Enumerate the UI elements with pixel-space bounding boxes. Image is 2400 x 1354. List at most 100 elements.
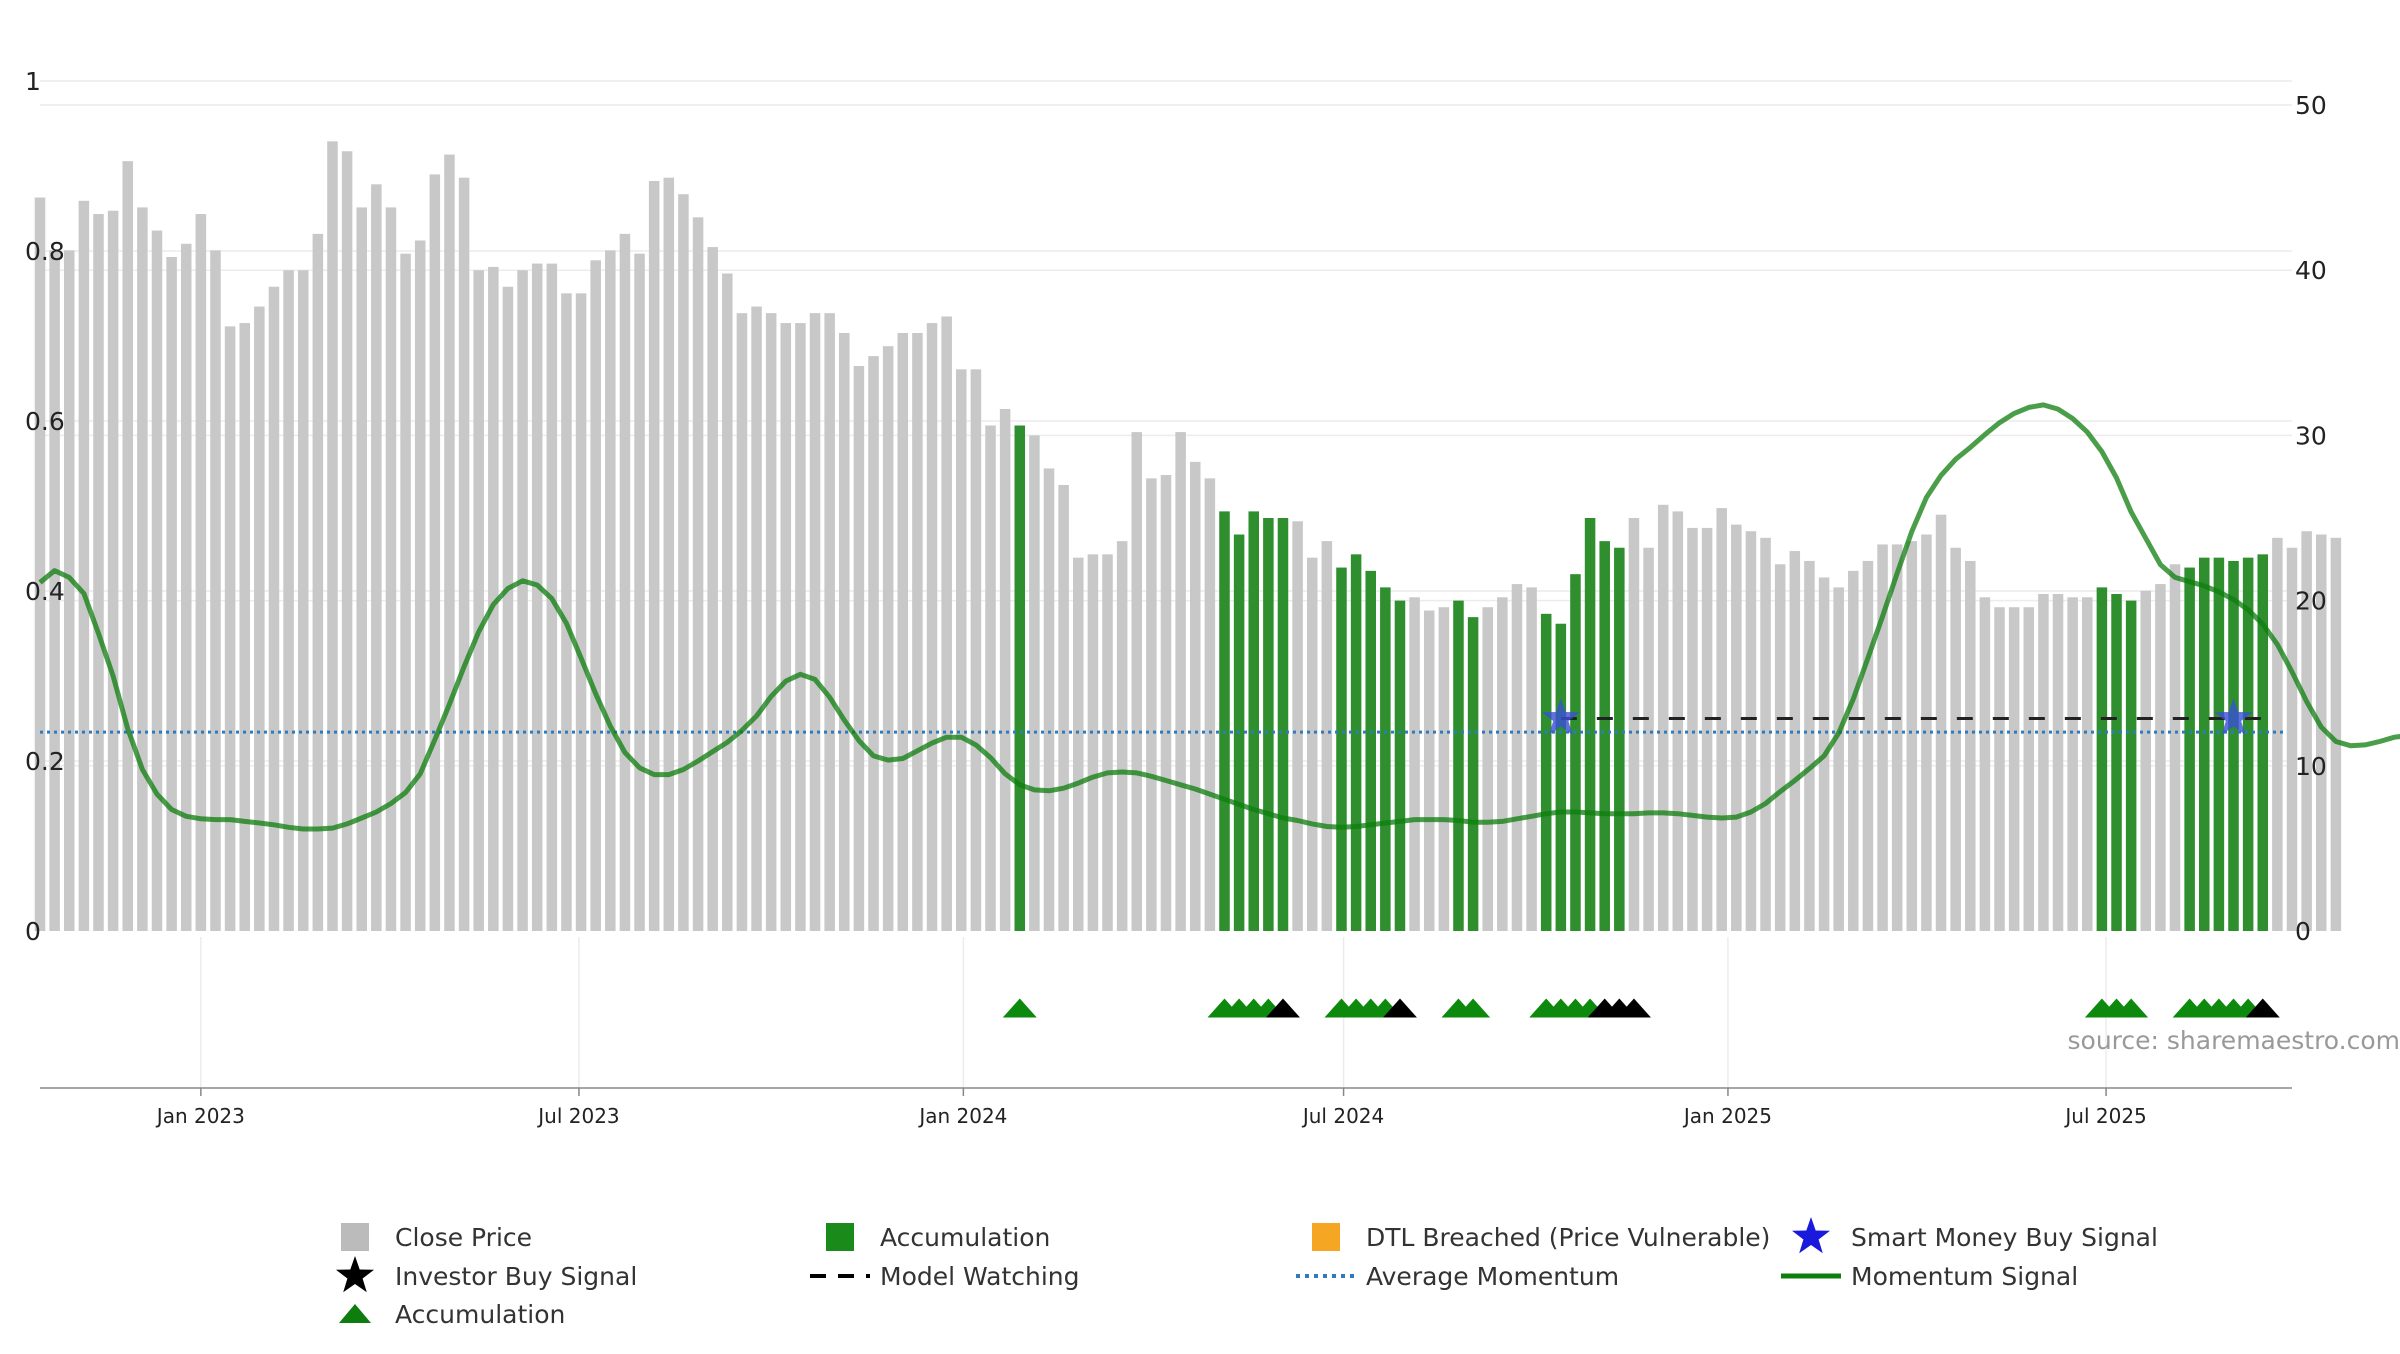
- close-price-bar: [971, 369, 982, 931]
- close-price-bar: [1029, 435, 1040, 931]
- legend-label: Momentum Signal: [1851, 1262, 2078, 1291]
- close-price-bar: [2038, 594, 2049, 931]
- close-price-bar: [225, 326, 236, 931]
- close-price-bar: [693, 217, 704, 931]
- close-price-bar: [1673, 511, 1684, 931]
- close-price-bar: [1102, 554, 1113, 931]
- close-price-bar: [1190, 462, 1201, 931]
- accumulation-bar: [1278, 518, 1289, 931]
- close-price-bar: [196, 214, 207, 931]
- close-price-bar: [620, 234, 631, 931]
- close-price-bar: [1731, 525, 1742, 931]
- close-price-bar: [1848, 571, 1859, 931]
- close-price-bar: [854, 366, 865, 931]
- close-price-bar: [2141, 591, 2152, 931]
- close-price-bar: [137, 207, 148, 931]
- left-axis-tick-label: 0.6: [25, 407, 65, 436]
- close-price-bar: [1863, 561, 1874, 931]
- close-price-bar: [956, 369, 967, 931]
- accumulation-bar: [1380, 587, 1391, 931]
- close-price-bar: [444, 155, 455, 931]
- legend-label: DTL Breached (Price Vulnerable): [1366, 1223, 1770, 1252]
- close-price-bar: [386, 207, 397, 931]
- close-price-bar: [941, 316, 952, 931]
- close-price-bar: [283, 270, 294, 931]
- legend-swatch-dtl-breached-price-vulnerable-: [1312, 1223, 1340, 1251]
- close-price-bar: [1292, 521, 1303, 931]
- close-price-bar: [1044, 468, 1055, 931]
- legend-label: Investor Buy Signal: [395, 1262, 637, 1291]
- accumulation-bar: [1263, 518, 1274, 931]
- close-price-bar: [985, 425, 996, 931]
- x-axis-tick-label: Jan 2024: [917, 1104, 1007, 1128]
- legend-label: Close Price: [395, 1223, 532, 1252]
- legend-triangle-icon: [339, 1304, 371, 1323]
- left-axis-tick-label: 0.8: [25, 237, 65, 266]
- accumulation-bar: [1351, 554, 1362, 931]
- close-price-bar: [517, 270, 528, 931]
- close-price-bar: [2082, 597, 2093, 931]
- close-price-bar: [810, 313, 821, 931]
- close-price-bar: [1439, 607, 1450, 931]
- accumulation-bar: [2228, 561, 2239, 931]
- close-price-bar: [35, 198, 46, 931]
- right-axis-tick-label: 50: [2295, 91, 2327, 120]
- close-price-bar: [64, 250, 75, 931]
- close-price-bar: [122, 161, 133, 931]
- left-axis-tick-label: 1: [25, 67, 41, 96]
- close-price-bar: [2272, 538, 2283, 931]
- accumulation-bar: [1395, 601, 1406, 931]
- accumulation-bar: [2214, 558, 2225, 931]
- close-price-bar: [210, 250, 221, 931]
- close-price-bar: [327, 141, 338, 931]
- close-price-bar: [2024, 607, 2035, 931]
- close-price-bar: [2155, 584, 2166, 931]
- x-axis-tick-label: Jul 2025: [2063, 1104, 2146, 1128]
- close-price-bar: [1161, 475, 1172, 931]
- close-price-bar: [503, 287, 514, 931]
- close-price-bar: [1994, 607, 2005, 931]
- close-price-bar: [254, 307, 265, 931]
- legend-star-icon: [336, 1256, 374, 1292]
- right-axis-tick-label: 30: [2295, 421, 2327, 450]
- close-price-bar: [532, 264, 543, 931]
- close-price-bar: [108, 211, 119, 931]
- close-price-bar: [298, 270, 309, 931]
- close-price-bar: [1790, 551, 1801, 931]
- close-price-bar: [181, 244, 192, 931]
- close-price-bar: [1000, 409, 1011, 931]
- accumulation-bar: [1556, 624, 1567, 931]
- close-price-bar: [927, 323, 938, 931]
- accumulation-marker: [1003, 999, 1037, 1018]
- source-note: source: sharemaestro.com: [2068, 1026, 2400, 1055]
- close-price-bar: [2053, 594, 2064, 931]
- close-price-bar: [781, 323, 792, 931]
- legend: Close Price Accumulation DTL Breached (Pri…: [336, 1217, 2158, 1329]
- accumulation-bar: [1453, 601, 1464, 931]
- close-price-bar: [1775, 564, 1786, 931]
- close-price-bar: [737, 313, 748, 931]
- close-price-bar: [1497, 597, 1508, 931]
- close-price-bar: [561, 293, 572, 931]
- close-price-bar: [1687, 528, 1698, 931]
- close-price-bar: [1526, 587, 1537, 931]
- close-price-bar: [707, 247, 718, 931]
- close-price-bar: [79, 201, 90, 931]
- close-price-bar: [751, 307, 762, 931]
- left-axis-tick-label: 0: [25, 917, 41, 946]
- accumulation-bar: [2111, 594, 2122, 931]
- right-axis-tick-label: 0: [2295, 917, 2311, 946]
- legend-label: Accumulation: [395, 1300, 565, 1329]
- close-price-bar: [430, 174, 441, 931]
- close-price-bar: [1629, 518, 1640, 931]
- close-price-bar: [605, 250, 616, 931]
- x-axis-tick-label: Jan 2023: [155, 1104, 245, 1128]
- price-bars: [35, 141, 2341, 931]
- close-price-bar: [342, 151, 353, 931]
- accumulation-bar: [1365, 571, 1376, 931]
- right-axis-tick-label: 10: [2295, 752, 2327, 781]
- close-price-bar: [400, 254, 411, 931]
- close-price-bar: [1424, 611, 1435, 931]
- close-price-bar: [1804, 561, 1815, 931]
- close-price-bar: [269, 287, 280, 931]
